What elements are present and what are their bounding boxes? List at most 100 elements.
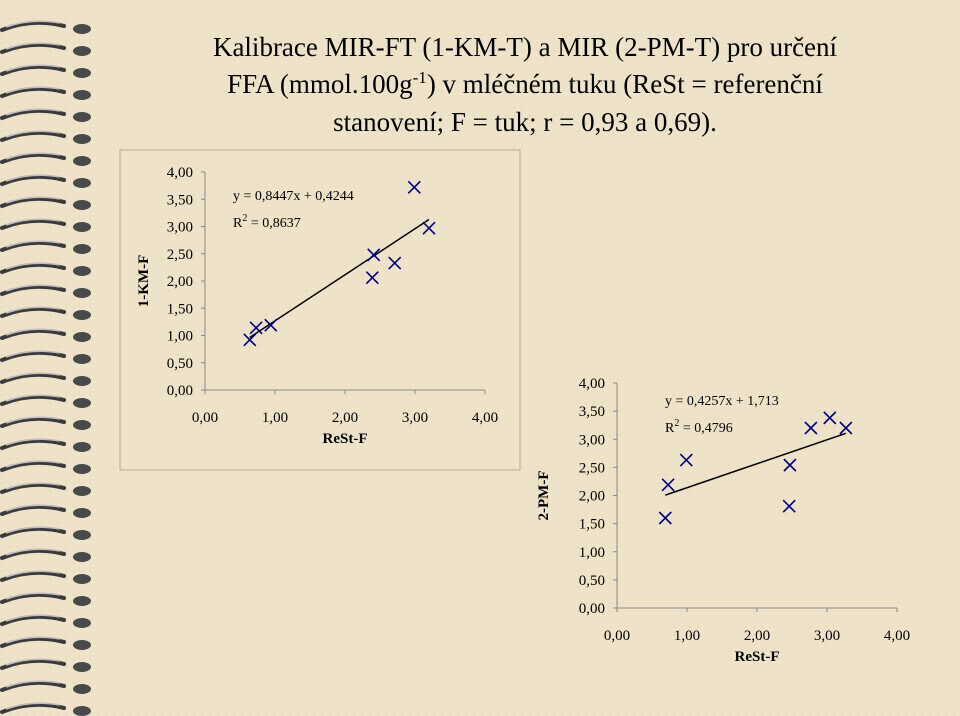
ring-shine [5,306,61,314]
y-tick-label: 1,50 [579,517,605,533]
point [422,221,436,235]
ring-shine [5,592,61,600]
ring-hole [73,134,91,144]
y-tick-label: 4,00 [579,376,605,392]
ring [0,460,66,472]
x-tick-label: 3,00 [402,410,428,426]
ring-shine [5,504,61,512]
ring-hole [73,376,91,386]
ring-hole [73,332,91,342]
y-tick-label: 2,50 [579,460,605,476]
title-line: Kalibrace MIR-FT (1-KM-T) a MIR (2-PM-T)… [213,32,838,62]
ring [0,614,66,626]
ring-hole [73,552,91,562]
ring-hole [73,662,91,672]
ring-hole [73,574,91,584]
ring [0,438,66,450]
ring-shine [5,284,61,292]
ring-shine [5,570,61,578]
ring [0,284,66,296]
ring-hole [73,244,91,254]
point [823,411,837,425]
y-tick-label: 3,00 [579,432,605,448]
ring-shine [5,20,61,28]
ring [0,570,66,582]
point [243,333,257,347]
point [839,421,853,435]
x-tick-label: 4,00 [884,628,910,644]
ring [0,680,66,692]
ring-hole [73,46,91,56]
x-tick-label: 3,00 [814,628,840,644]
ring-hole [73,288,91,298]
ring-hole [73,354,91,364]
ring [0,240,66,252]
x-tick-label: 4,00 [472,410,498,426]
y-tick-label: 0,50 [167,356,193,372]
point [679,453,693,467]
ring [0,394,66,406]
title-line: stanovení; F = tuk; r = 0,93 a 0,69). [333,107,717,137]
ring [0,636,66,648]
ring-shine [5,64,61,72]
ring-shine [5,438,61,446]
ring [0,42,66,54]
ring-shine [5,680,61,688]
ring-shine [5,350,61,358]
ring [0,306,66,318]
ring-hole [73,68,91,78]
y-tick-label: 0,50 [579,573,605,589]
ring-shine [5,240,61,248]
y-tick-label: 2,50 [167,247,193,263]
chart-frame [119,149,521,471]
y-tick-label: 2,00 [579,489,605,505]
ring [0,218,66,230]
r2-name: R [233,216,243,231]
ring-shine [5,416,61,424]
point [661,478,675,492]
trend-r2: R2 = 0,4796 [665,418,733,436]
ring-hole [73,24,91,34]
y-axis-title: 2-PM-F [536,471,552,521]
point [249,321,263,335]
point [388,256,402,270]
ring-shine [5,196,61,204]
title-line: FFA (mmol.100g-1) v mléčném tuku (ReSt =… [227,68,823,99]
ring [0,108,66,120]
point [658,511,672,525]
y-tick-label: 0,00 [167,383,193,399]
ring-shine [5,702,61,710]
ring-shine [5,262,61,270]
ring [0,64,66,76]
ring-shine [5,86,61,94]
point [365,271,379,285]
title-part: ) v mléčném tuku (ReSt = referenční [427,69,824,99]
point [407,180,421,194]
binding [0,20,91,716]
ring-shine [5,548,61,556]
ring [0,20,66,32]
ring-shine [5,108,61,116]
r2-sup: 2 [674,418,679,429]
ring-shine [5,526,61,534]
ring-shine [5,42,61,50]
point [782,499,796,513]
ring-hole [73,508,91,518]
ring [0,350,66,362]
ring [0,482,66,494]
ring-hole [73,442,91,452]
ring-shine [5,394,61,402]
point [264,318,278,332]
x-axis-title: ReSt-F [323,431,368,447]
x-tick-label: 1,00 [674,628,700,644]
ring-hole [73,398,91,408]
ring-shine [5,174,61,182]
ring [0,130,66,142]
ring-hole [73,266,91,276]
ring-shine [5,218,61,226]
x-tick-label: 1,00 [262,410,288,426]
ring-hole [73,222,91,232]
